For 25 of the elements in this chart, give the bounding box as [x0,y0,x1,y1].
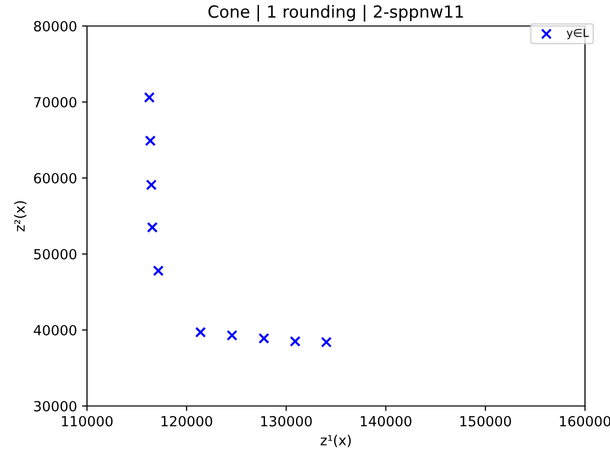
x-tick-label: 130000 [261,416,312,426]
point [320,336,332,348]
point [144,92,155,103]
point [258,332,270,344]
point [226,330,238,341]
legend-label: y∈L [566,28,589,40]
y-tick-label: 50000 [34,248,76,260]
point [152,265,164,276]
y-axis-title: z²(x) [14,201,26,232]
x-tick-label: 140000 [360,416,412,426]
y-tick-label: 40000 [34,324,76,336]
y-tick-label: 80000 [34,20,76,32]
x-tick-label: 120000 [162,416,212,426]
y-tick-label: 70000 [34,96,76,108]
point [144,135,156,146]
point [146,179,157,190]
y-tick-label: 60000 [34,172,76,184]
point [195,326,206,338]
x-tick-label: 110000 [62,416,113,426]
chart-title: Cone | 1 rounding | 2-sppnw11 [208,4,463,22]
x-axis-title: z¹(x) [320,434,351,448]
x-tick-label: 150000 [460,416,511,426]
point [146,222,158,233]
y-tick-label: 30000 [34,400,76,412]
point [290,336,301,347]
